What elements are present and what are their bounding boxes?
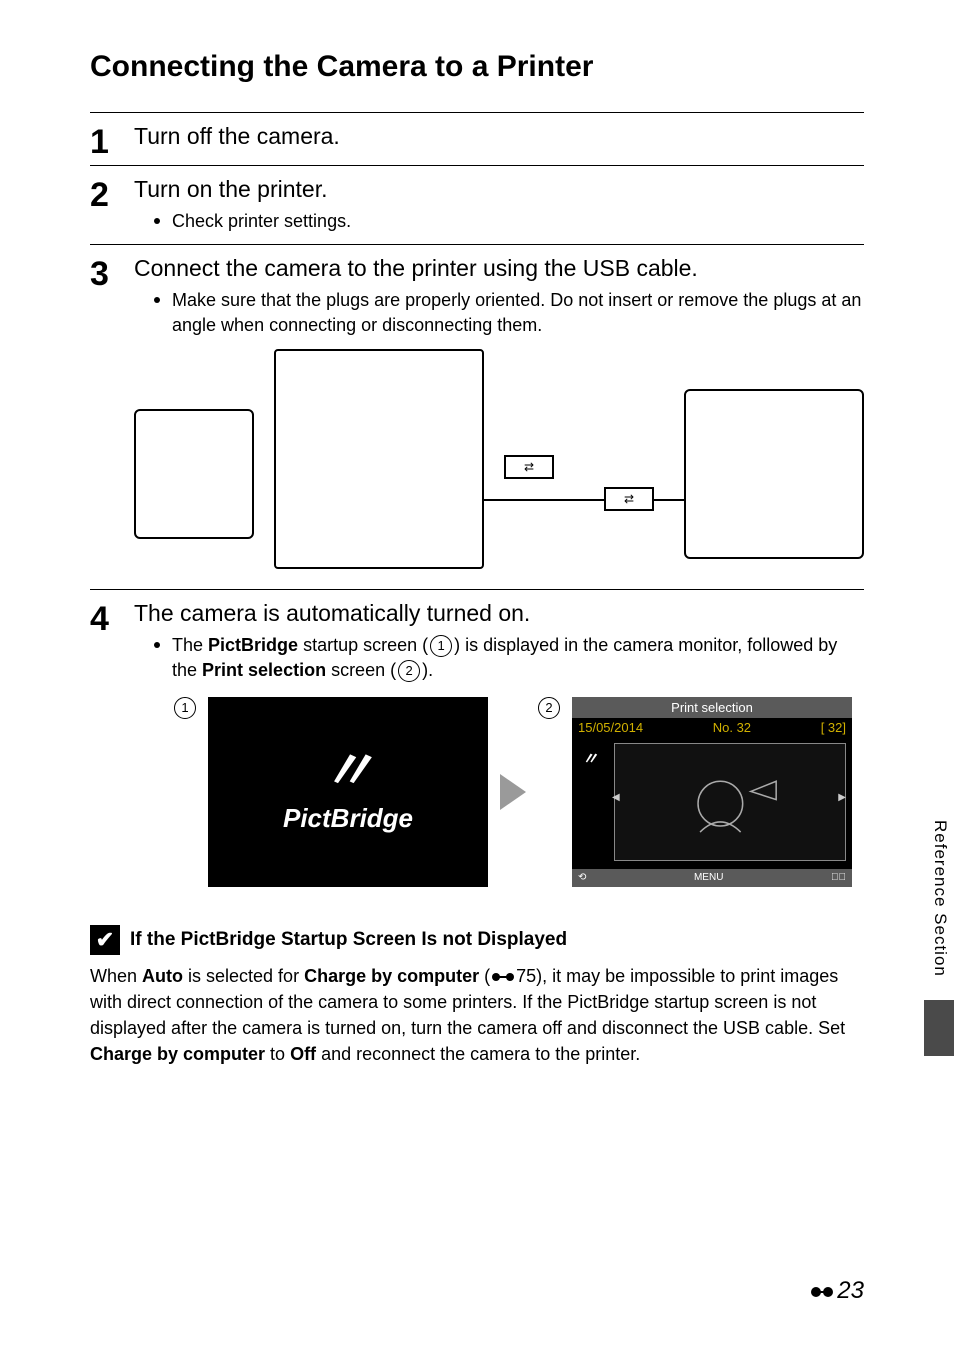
camera-outline bbox=[134, 409, 254, 539]
step-1-number: 1 bbox=[90, 125, 134, 159]
camera-port-outline bbox=[274, 349, 484, 569]
circled-2-label-icon: 2 bbox=[538, 697, 560, 719]
page-title: Connecting the Camera to a Printer bbox=[90, 50, 864, 84]
txt: ( bbox=[479, 966, 490, 986]
step-4-number: 4 bbox=[90, 602, 134, 636]
menu-label: MENU bbox=[694, 872, 723, 883]
print-selection-header: Print selection bbox=[572, 697, 852, 718]
txt: startup screen ( bbox=[298, 635, 428, 655]
off-bold: Off bbox=[290, 1044, 316, 1064]
bullet-icon bbox=[154, 642, 160, 648]
txt: and reconnect the camera to the printer. bbox=[316, 1044, 640, 1064]
side-dark-tab bbox=[924, 1000, 954, 1056]
nav-right-icon: ▶ bbox=[838, 792, 846, 803]
reference-link-icon bbox=[492, 971, 514, 983]
circled-1-icon: 1 bbox=[430, 635, 452, 657]
charge-by-computer-bold-2: Charge by computer bbox=[90, 1044, 265, 1064]
circled-1-label-icon: 1 bbox=[174, 697, 196, 719]
txt: screen ( bbox=[326, 660, 396, 680]
pictbridge-startup-screen: 〃 PictBridge bbox=[208, 697, 488, 887]
page-number: 23 bbox=[837, 1277, 864, 1305]
step-3: 3 Connect the camera to the printer usin… bbox=[90, 244, 864, 588]
printer-outline bbox=[684, 389, 864, 559]
pictbridge-logo-icon: 〃 bbox=[321, 750, 375, 793]
screens-row: 1 〃 PictBridge 2 Print selection 15/05/2… bbox=[174, 697, 864, 887]
print-selection-footer: ⟲ MENU �⃞ bbox=[572, 869, 852, 887]
step-4: 4 The camera is automatically turned on.… bbox=[90, 589, 864, 903]
pictbridge-bold: PictBridge bbox=[208, 635, 298, 655]
txt: When bbox=[90, 966, 142, 986]
txt: The bbox=[172, 635, 208, 655]
note-block: ✔ If the PictBridge Startup Screen Is no… bbox=[90, 925, 864, 1067]
usb-plug-a-icon: ⇄ bbox=[504, 455, 554, 479]
arrow-right-icon bbox=[500, 774, 526, 810]
txt: is selected for bbox=[183, 966, 304, 986]
reference-section-icon bbox=[811, 1284, 833, 1298]
pictbridge-small-icon: 〃 bbox=[582, 745, 598, 769]
print-selection-sidebar: 〃 bbox=[572, 737, 608, 867]
print-selection-date: 15/05/2014 bbox=[578, 720, 643, 735]
side-section-label: Reference Section bbox=[930, 820, 950, 977]
no-value: 32 bbox=[737, 720, 751, 735]
step-2-number: 2 bbox=[90, 178, 134, 212]
step-2-bullet-text: Check printer settings. bbox=[172, 209, 864, 234]
step-2: 2 Turn on the printer. Check printer set… bbox=[90, 165, 864, 244]
step-3-number: 3 bbox=[90, 257, 134, 291]
print-selection-info: 15/05/2014 No. 32 [ 32] bbox=[572, 718, 852, 737]
note-body: When Auto is selected for Charge by comp… bbox=[90, 963, 864, 1067]
no-label: No. bbox=[713, 720, 733, 735]
bullet-icon bbox=[154, 297, 160, 303]
txt: to bbox=[265, 1044, 290, 1064]
step-3-bullet-text: Make sure that the plugs are properly or… bbox=[172, 288, 864, 338]
auto-bold: Auto bbox=[142, 966, 183, 986]
circled-2-icon: 2 bbox=[398, 660, 420, 682]
step-4-bullet: The PictBridge startup screen (1) is dis… bbox=[134, 633, 864, 683]
print-selection-count: [ 32] bbox=[821, 720, 846, 735]
ref-number: 75 bbox=[516, 966, 536, 986]
step-2-bullet: Check printer settings. bbox=[134, 209, 864, 234]
charge-by-computer-bold: Charge by computer bbox=[304, 966, 479, 986]
nav-left-icon: ◀ bbox=[612, 792, 620, 803]
note-title: If the PictBridge Startup Screen Is not … bbox=[130, 929, 567, 951]
step-3-bullet: Make sure that the plugs are properly or… bbox=[134, 288, 864, 338]
back-icon: ⟲ bbox=[578, 872, 586, 883]
print-selection-thumbnail bbox=[614, 743, 846, 861]
bullet-icon bbox=[154, 218, 160, 224]
ok-icon: �⃞ bbox=[831, 872, 846, 883]
step-1: 1 Turn off the camera. bbox=[90, 112, 864, 165]
page-footer: 23 bbox=[811, 1277, 864, 1305]
print-selection-screen: Print selection 15/05/2014 No. 32 [ 32] … bbox=[572, 697, 852, 887]
step-4-bullet-text: The PictBridge startup screen (1) is dis… bbox=[172, 633, 864, 683]
sample-photo-icon bbox=[650, 761, 811, 842]
usb-connection-diagram: ⇄ ⇄ bbox=[134, 349, 864, 569]
step-1-heading: Turn off the camera. bbox=[134, 123, 864, 150]
print-selection-bold: Print selection bbox=[202, 660, 326, 680]
pictbridge-label: PictBridge bbox=[283, 803, 413, 834]
note-check-icon: ✔ bbox=[90, 925, 120, 955]
step-3-heading: Connect the camera to the printer using … bbox=[134, 255, 864, 282]
usb-plug-b-icon: ⇄ bbox=[604, 487, 654, 511]
txt: ). bbox=[422, 660, 433, 680]
step-4-heading: The camera is automatically turned on. bbox=[134, 600, 864, 627]
step-2-heading: Turn on the printer. bbox=[134, 176, 864, 203]
